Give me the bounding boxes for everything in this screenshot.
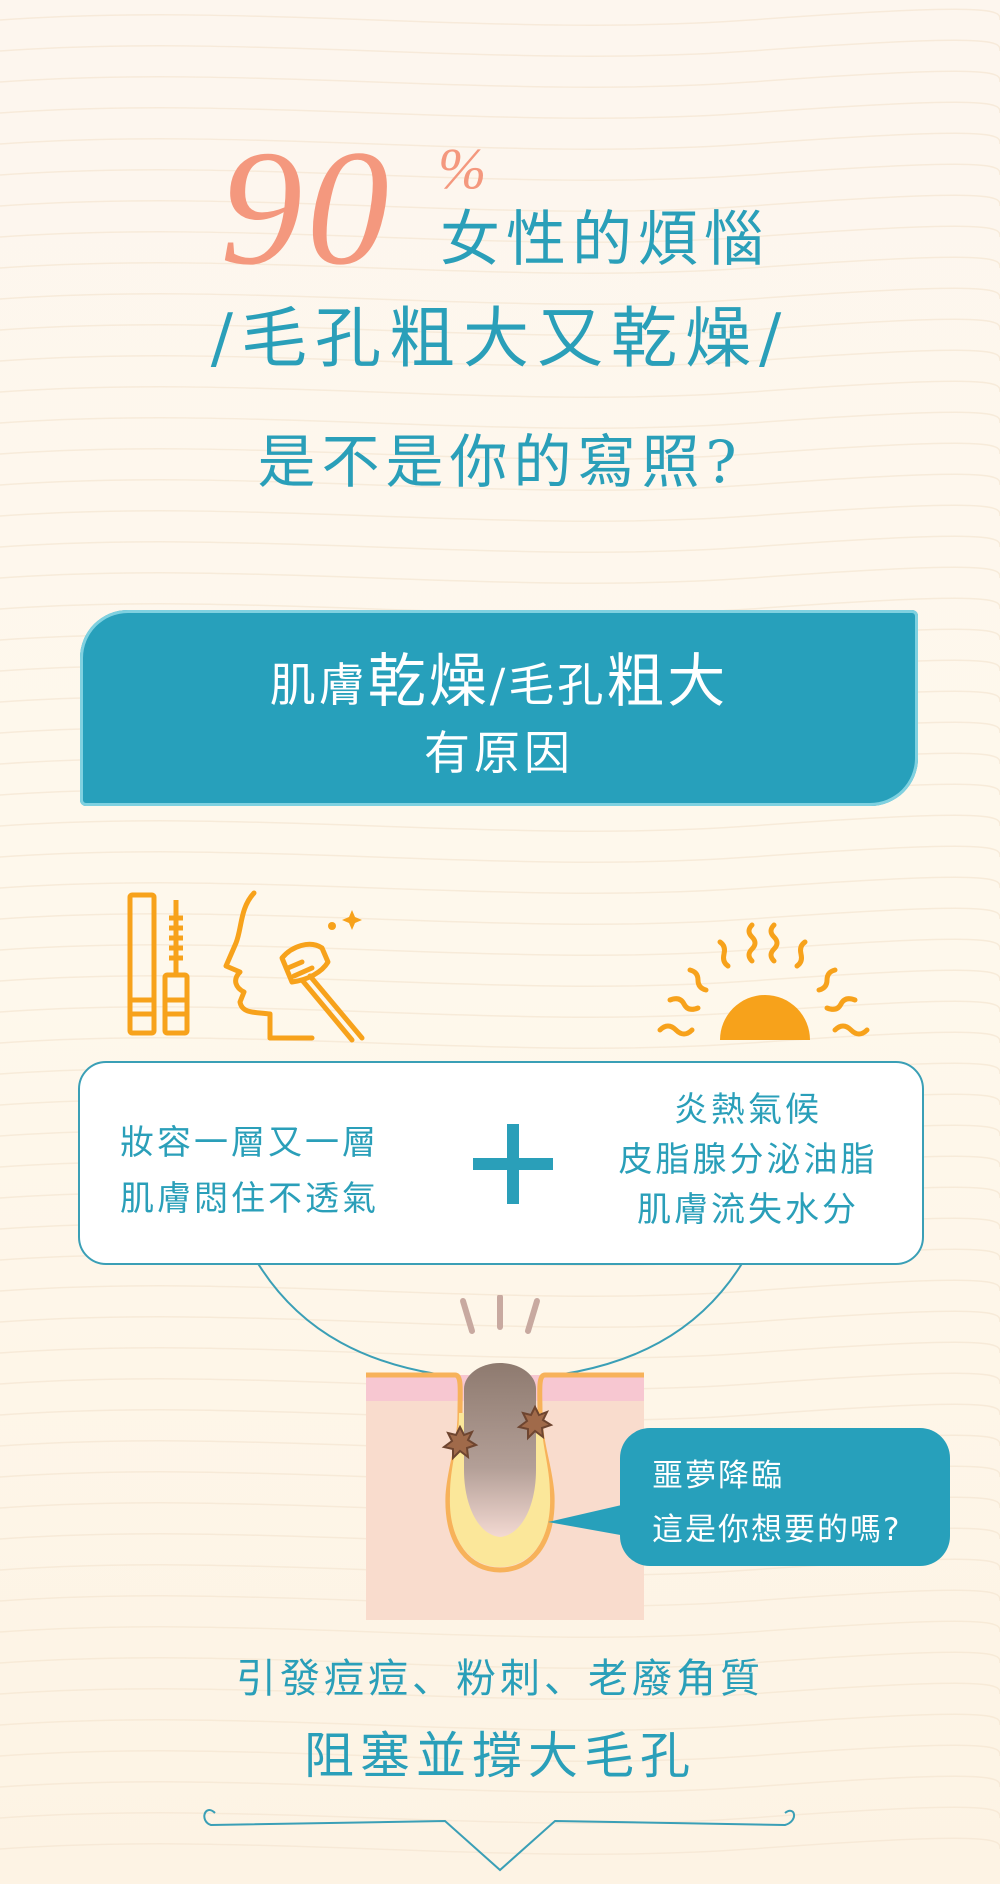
cause-text-large: 粗大 bbox=[606, 647, 729, 715]
causes-left-line2: 肌膚悶住不透氣 bbox=[120, 1179, 379, 1219]
headline-line3: 是不是你的寫照? bbox=[257, 428, 743, 496]
background-wave-line bbox=[0, 907, 1000, 925]
bottom-line2: 阻塞並撐大毛孔 bbox=[304, 1727, 696, 1785]
background-wave-line bbox=[0, 1341, 1000, 1359]
causes-left-line1: 妝容一層又一層 bbox=[120, 1123, 379, 1163]
headline-line2: /毛孔粗大又乾燥/ bbox=[210, 300, 790, 377]
background-wave-line bbox=[0, 256, 1000, 274]
background-wave-line bbox=[0, 876, 1000, 894]
cause-line2: 有原因 bbox=[424, 726, 574, 780]
background-wave-line bbox=[0, 1651, 1000, 1669]
background-wave-line bbox=[0, 566, 1000, 584]
background-wave-line bbox=[0, 39, 1000, 57]
speech-bubble: 噩夢降臨 這是你想要的嗎? bbox=[620, 1428, 950, 1566]
causes-box: 妝容一層又一層 肌膚悶住不透氣 炎熱氣候 皮脂腺分泌油脂 肌膚流失水分 bbox=[78, 1061, 924, 1265]
background-wave-line bbox=[0, 1713, 1000, 1731]
background-wave-line bbox=[0, 1682, 1000, 1700]
background-wave-line bbox=[0, 814, 1000, 832]
bottom-line1: 引發痘痘、粉刺、老廢角質 bbox=[236, 1656, 764, 1702]
background-wave-line bbox=[0, 969, 1000, 987]
cause-line1: 肌膚乾燥/毛孔粗大 bbox=[80, 652, 918, 710]
background-wave-line bbox=[0, 101, 1000, 119]
bubble-line1: 噩夢降臨 bbox=[652, 1458, 784, 1494]
causes-right: 炎熱氣候 皮脂腺分泌油脂 肌膚流失水分 bbox=[598, 1085, 898, 1235]
background-wave-line bbox=[0, 70, 1000, 88]
headline-line1: 女性的煩惱 bbox=[440, 205, 770, 275]
divider-chevron bbox=[203, 1809, 795, 1872]
background-wave-line bbox=[0, 938, 1000, 956]
background-wave-line bbox=[0, 132, 1000, 150]
background-wave-line bbox=[0, 1000, 1000, 1018]
background-wave-line bbox=[0, 1775, 1000, 1793]
background-wave-line bbox=[0, 8, 1000, 26]
background-wave-line bbox=[0, 504, 1000, 522]
background-wave-line bbox=[0, 1837, 1000, 1855]
sun-icon bbox=[657, 922, 870, 1040]
background-wave-line bbox=[0, 845, 1000, 863]
bubble-line2: 這是你想要的嗎? bbox=[652, 1512, 902, 1548]
background-wave-line bbox=[0, 1620, 1000, 1638]
background-wave-line bbox=[0, 225, 1000, 243]
plus-icon bbox=[473, 1124, 553, 1204]
background-wave-line bbox=[0, 442, 1000, 460]
cause-text-dry: 乾燥 bbox=[367, 647, 490, 715]
background-wave-line bbox=[0, 1031, 1000, 1049]
background-wave-line bbox=[0, 163, 1000, 181]
background-wave-line bbox=[0, 473, 1000, 491]
background-wave-line bbox=[0, 318, 1000, 336]
pore-illustration bbox=[366, 1295, 644, 1620]
cause-banner: 肌膚乾燥/毛孔粗大 有原因 bbox=[80, 610, 918, 806]
causes-right-line3: 肌膚流失水分 bbox=[637, 1190, 859, 1230]
background-wave-line bbox=[0, 1744, 1000, 1762]
background-wave-line bbox=[0, 411, 1000, 429]
headline-number: 90 bbox=[220, 116, 393, 299]
causes-right-line2: 皮脂腺分泌油脂 bbox=[618, 1140, 878, 1180]
causes-left: 妝容一層又一層 肌膚悶住不透氣 bbox=[120, 1115, 379, 1227]
background-wave-line bbox=[0, 349, 1000, 367]
bubble-tail bbox=[548, 1504, 626, 1536]
face-brush-icon bbox=[223, 890, 365, 1043]
background-wave-line bbox=[0, 380, 1000, 398]
cause-text-pore: /毛孔 bbox=[489, 658, 607, 712]
background-wave-line bbox=[0, 194, 1000, 212]
causes-right-line1: 炎熱氣候 bbox=[674, 1090, 822, 1130]
cause-text-skin: 肌膚 bbox=[269, 658, 368, 712]
lipstick-icon bbox=[127, 892, 190, 1036]
headline-percent: % bbox=[438, 136, 487, 201]
background-wave-line bbox=[0, 1279, 1000, 1297]
background-wave-line bbox=[0, 535, 1000, 553]
background-wave-line bbox=[0, 1310, 1000, 1328]
background-wave-line bbox=[0, 287, 1000, 305]
